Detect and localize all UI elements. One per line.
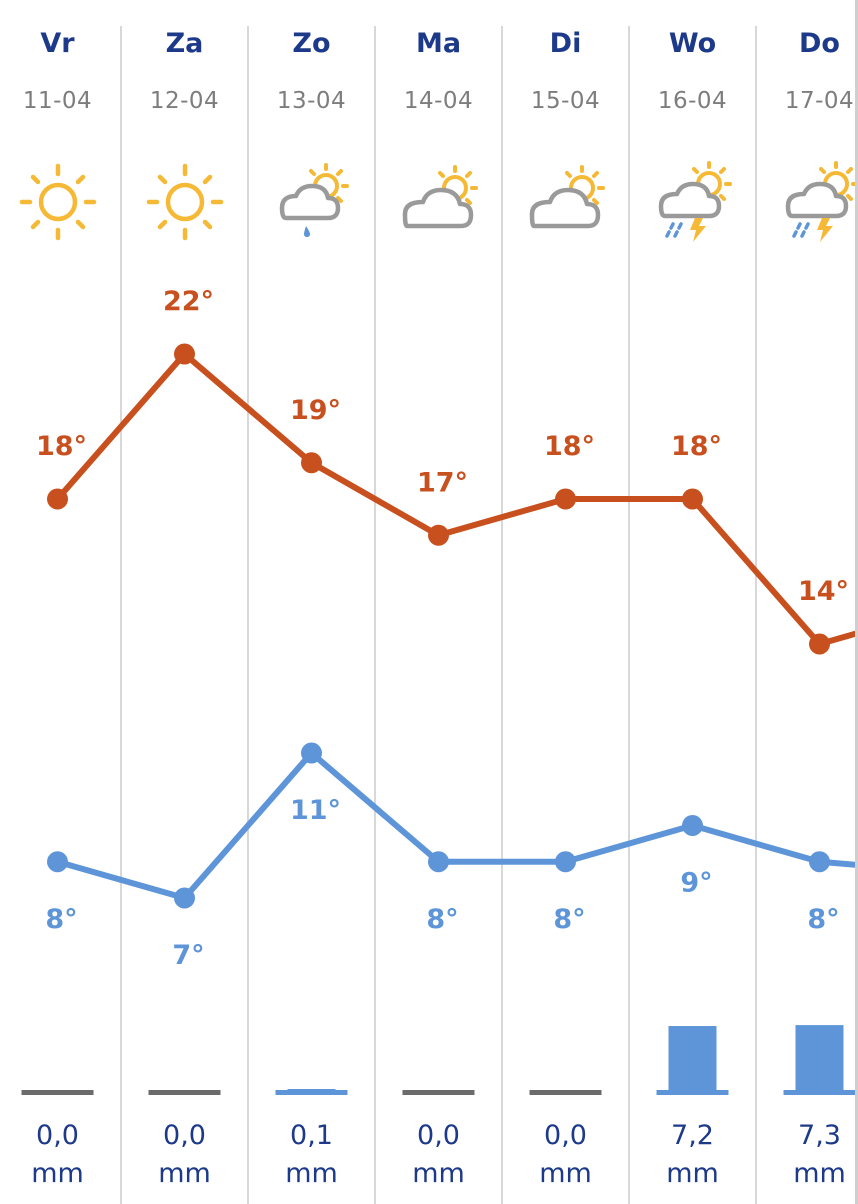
min-temp-point: [174, 887, 195, 909]
precipitation-unit: mm: [158, 1158, 211, 1189]
precipitation-unit: mm: [412, 1158, 465, 1189]
day-name: Wo: [668, 28, 717, 59]
min-temp-point: [555, 851, 576, 873]
precipitation-value: 0,1: [290, 1120, 333, 1151]
max-temp-point: [809, 633, 830, 655]
precipitation-baseline: [402, 1090, 475, 1095]
min-temp-label: 11°: [290, 795, 341, 826]
day-column-tue[interactable]: Di 15-04 0,0 mm: [502, 0, 629, 1204]
min-temp-line: [54, 750, 858, 901]
column-divider: [374, 26, 376, 1204]
min-temp-point: [47, 851, 68, 873]
min-temp-point: [301, 742, 322, 764]
column-divider: [628, 26, 630, 1204]
min-temp-label: 9°: [680, 868, 712, 899]
max-temp-label: 17°: [417, 467, 468, 498]
min-temp-label: 7°: [172, 940, 204, 971]
column-divider: [501, 26, 503, 1204]
thunderstorm-rain-icon: [651, 152, 735, 248]
min-temp-label: 8°: [45, 904, 77, 935]
sun-icon: [16, 152, 100, 248]
day-name: Zo: [292, 28, 331, 59]
max-temp-point: [301, 452, 322, 474]
precipitation-baseline: [783, 1090, 856, 1095]
min-temp-point: [682, 815, 703, 836]
precipitation-unit: mm: [539, 1158, 592, 1189]
precipitation-bar: [795, 1025, 844, 1093]
day-name: Ma: [415, 28, 462, 59]
day-name: Di: [549, 28, 582, 59]
column-divider: [755, 26, 757, 1204]
precipitation-baseline: [275, 1090, 348, 1095]
day-column-thu[interactable]: Do 17-04 7,3 mm: [756, 0, 858, 1204]
column-divider: [247, 26, 249, 1204]
precipitation-value: 7,2: [671, 1120, 714, 1151]
precipitation-value: 7,3: [798, 1120, 841, 1151]
day-column-sun[interactable]: Zo 13-04 0,1 mm: [248, 0, 375, 1204]
sun-cloud-light-rain-icon: [270, 152, 354, 248]
sun-icon: [143, 152, 227, 248]
precipitation-baseline: [148, 1090, 221, 1095]
precipitation-bar: [668, 1026, 717, 1093]
min-temp-label: 8°: [553, 904, 585, 935]
precipitation-value: 0,0: [417, 1120, 460, 1151]
day-date: 11-04: [22, 88, 93, 114]
precipitation-unit: mm: [285, 1158, 338, 1189]
min-temp-point: [428, 851, 449, 873]
day-date: 12-04: [149, 88, 220, 114]
column-divider: [120, 26, 122, 1204]
precipitation-unit: mm: [793, 1158, 846, 1189]
min-temp-label: 8°: [807, 904, 839, 935]
max-temp-point: [428, 524, 449, 546]
day-date: 15-04: [530, 88, 601, 114]
precipitation-baseline: [656, 1090, 729, 1095]
thunderstorm-rain-icon: [778, 152, 858, 248]
max-temp-label: 18°: [36, 431, 87, 462]
day-name: Vr: [40, 28, 75, 59]
partly-cloudy-icon: [397, 152, 481, 248]
max-temp-label: 22°: [163, 286, 214, 317]
max-temp-point: [555, 488, 576, 510]
partly-cloudy-icon: [524, 152, 608, 248]
day-column-wed[interactable]: Wo 16-04 7,2 mm: [629, 0, 756, 1204]
precipitation-unit: mm: [666, 1158, 719, 1189]
max-temp-label: 18°: [544, 431, 595, 462]
precipitation-value: 0,0: [36, 1120, 79, 1151]
day-column-sat[interactable]: Za 12-04 0,0 mm: [121, 0, 248, 1204]
min-temp-point: [809, 851, 830, 873]
day-date: 16-04: [657, 88, 728, 114]
precipitation-baseline: [21, 1090, 94, 1095]
day-column-fri[interactable]: Vr 11-04 0,0 mm: [0, 0, 121, 1204]
day-name: Do: [799, 28, 840, 59]
max-temp-label: 19°: [290, 395, 341, 426]
precipitation-value: 0,0: [163, 1120, 206, 1151]
scroll-edge: [855, 0, 858, 1204]
max-temp-label: 14°: [798, 576, 849, 607]
max-temp-point: [682, 488, 703, 510]
max-temp-line: [54, 351, 858, 647]
day-date: 13-04: [276, 88, 347, 114]
max-temp-point: [47, 488, 68, 510]
day-column-mon[interactable]: Ma 14-04 0,0 mm: [375, 0, 502, 1204]
precipitation-baseline: [529, 1090, 602, 1095]
max-temp-point: [174, 343, 195, 365]
day-name: Za: [165, 28, 204, 59]
precipitation-unit: mm: [31, 1158, 84, 1189]
day-date: 14-04: [403, 88, 474, 114]
max-temp-label: 18°: [671, 431, 722, 462]
min-temp-label: 8°: [426, 904, 458, 935]
day-date: 17-04: [784, 88, 855, 114]
precipitation-value: 0,0: [544, 1120, 587, 1151]
